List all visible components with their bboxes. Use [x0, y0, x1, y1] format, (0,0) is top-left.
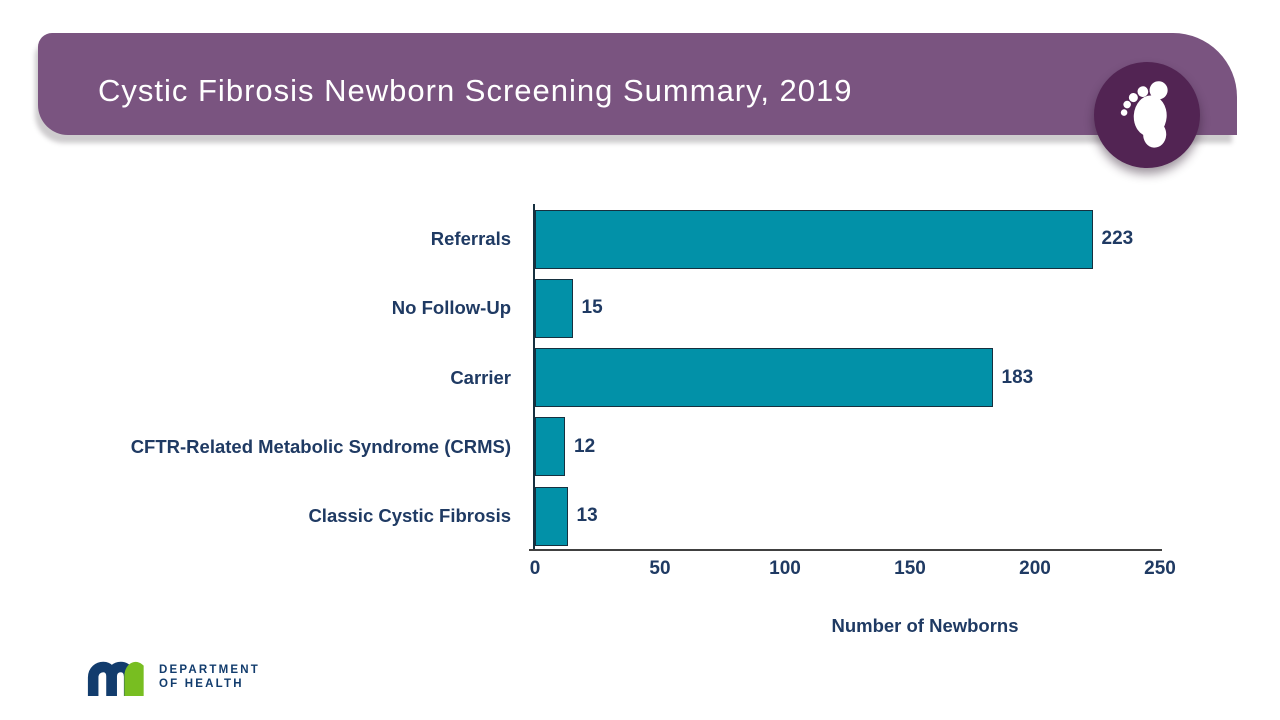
footprint-badge [1094, 62, 1200, 168]
x-tick-label: 100 [769, 558, 801, 579]
org-line1: DEPARTMENT [159, 664, 261, 676]
x-axis-line [529, 549, 1162, 551]
bar [535, 486, 568, 546]
bar-value-label: 15 [581, 297, 603, 319]
x-tick-label: 0 [529, 558, 541, 579]
x-tick-label: 200 [1019, 558, 1051, 579]
bar [535, 278, 573, 338]
bar-value-label: 13 [576, 505, 598, 526]
x-tick-label: 150 [894, 558, 926, 579]
bar-category-label: No Follow-Up [391, 297, 511, 319]
x-tick-label: 50 [649, 558, 671, 579]
bar-category-label: Referrals [430, 228, 511, 249]
baby-footprint-icon [1120, 81, 1168, 148]
bar-category-label: CFTR-Related Metabolic Syndrome (CRMS) [130, 435, 511, 457]
bar-value-label: 223 [1101, 228, 1134, 249]
page-title: Cystic Fibrosis Newborn Screening Summar… [98, 73, 853, 108]
bar [535, 348, 993, 407]
bar-category-label: Carrier [450, 366, 511, 388]
x-axis-title: Number of Newborns [831, 615, 1019, 636]
y-axis-spine [533, 204, 535, 550]
mn-logo [87, 661, 144, 696]
mdh-logo: DEPARTMENT OF HEALTH [87, 660, 260, 696]
header-banner: Cystic Fibrosis Newborn Screening Summar… [38, 33, 1237, 135]
bar-value-label: 12 [574, 435, 596, 457]
x-tick-label: 250 [1144, 558, 1176, 579]
bar [535, 209, 1093, 269]
org-line2: OF HEALTH [159, 678, 244, 690]
org-name: DEPARTMENT OF HEALTH [159, 663, 260, 691]
bar-value-label: 183 [1001, 366, 1034, 388]
bar-category-label: Classic Cystic Fibrosis [308, 505, 511, 526]
bar [535, 417, 565, 477]
